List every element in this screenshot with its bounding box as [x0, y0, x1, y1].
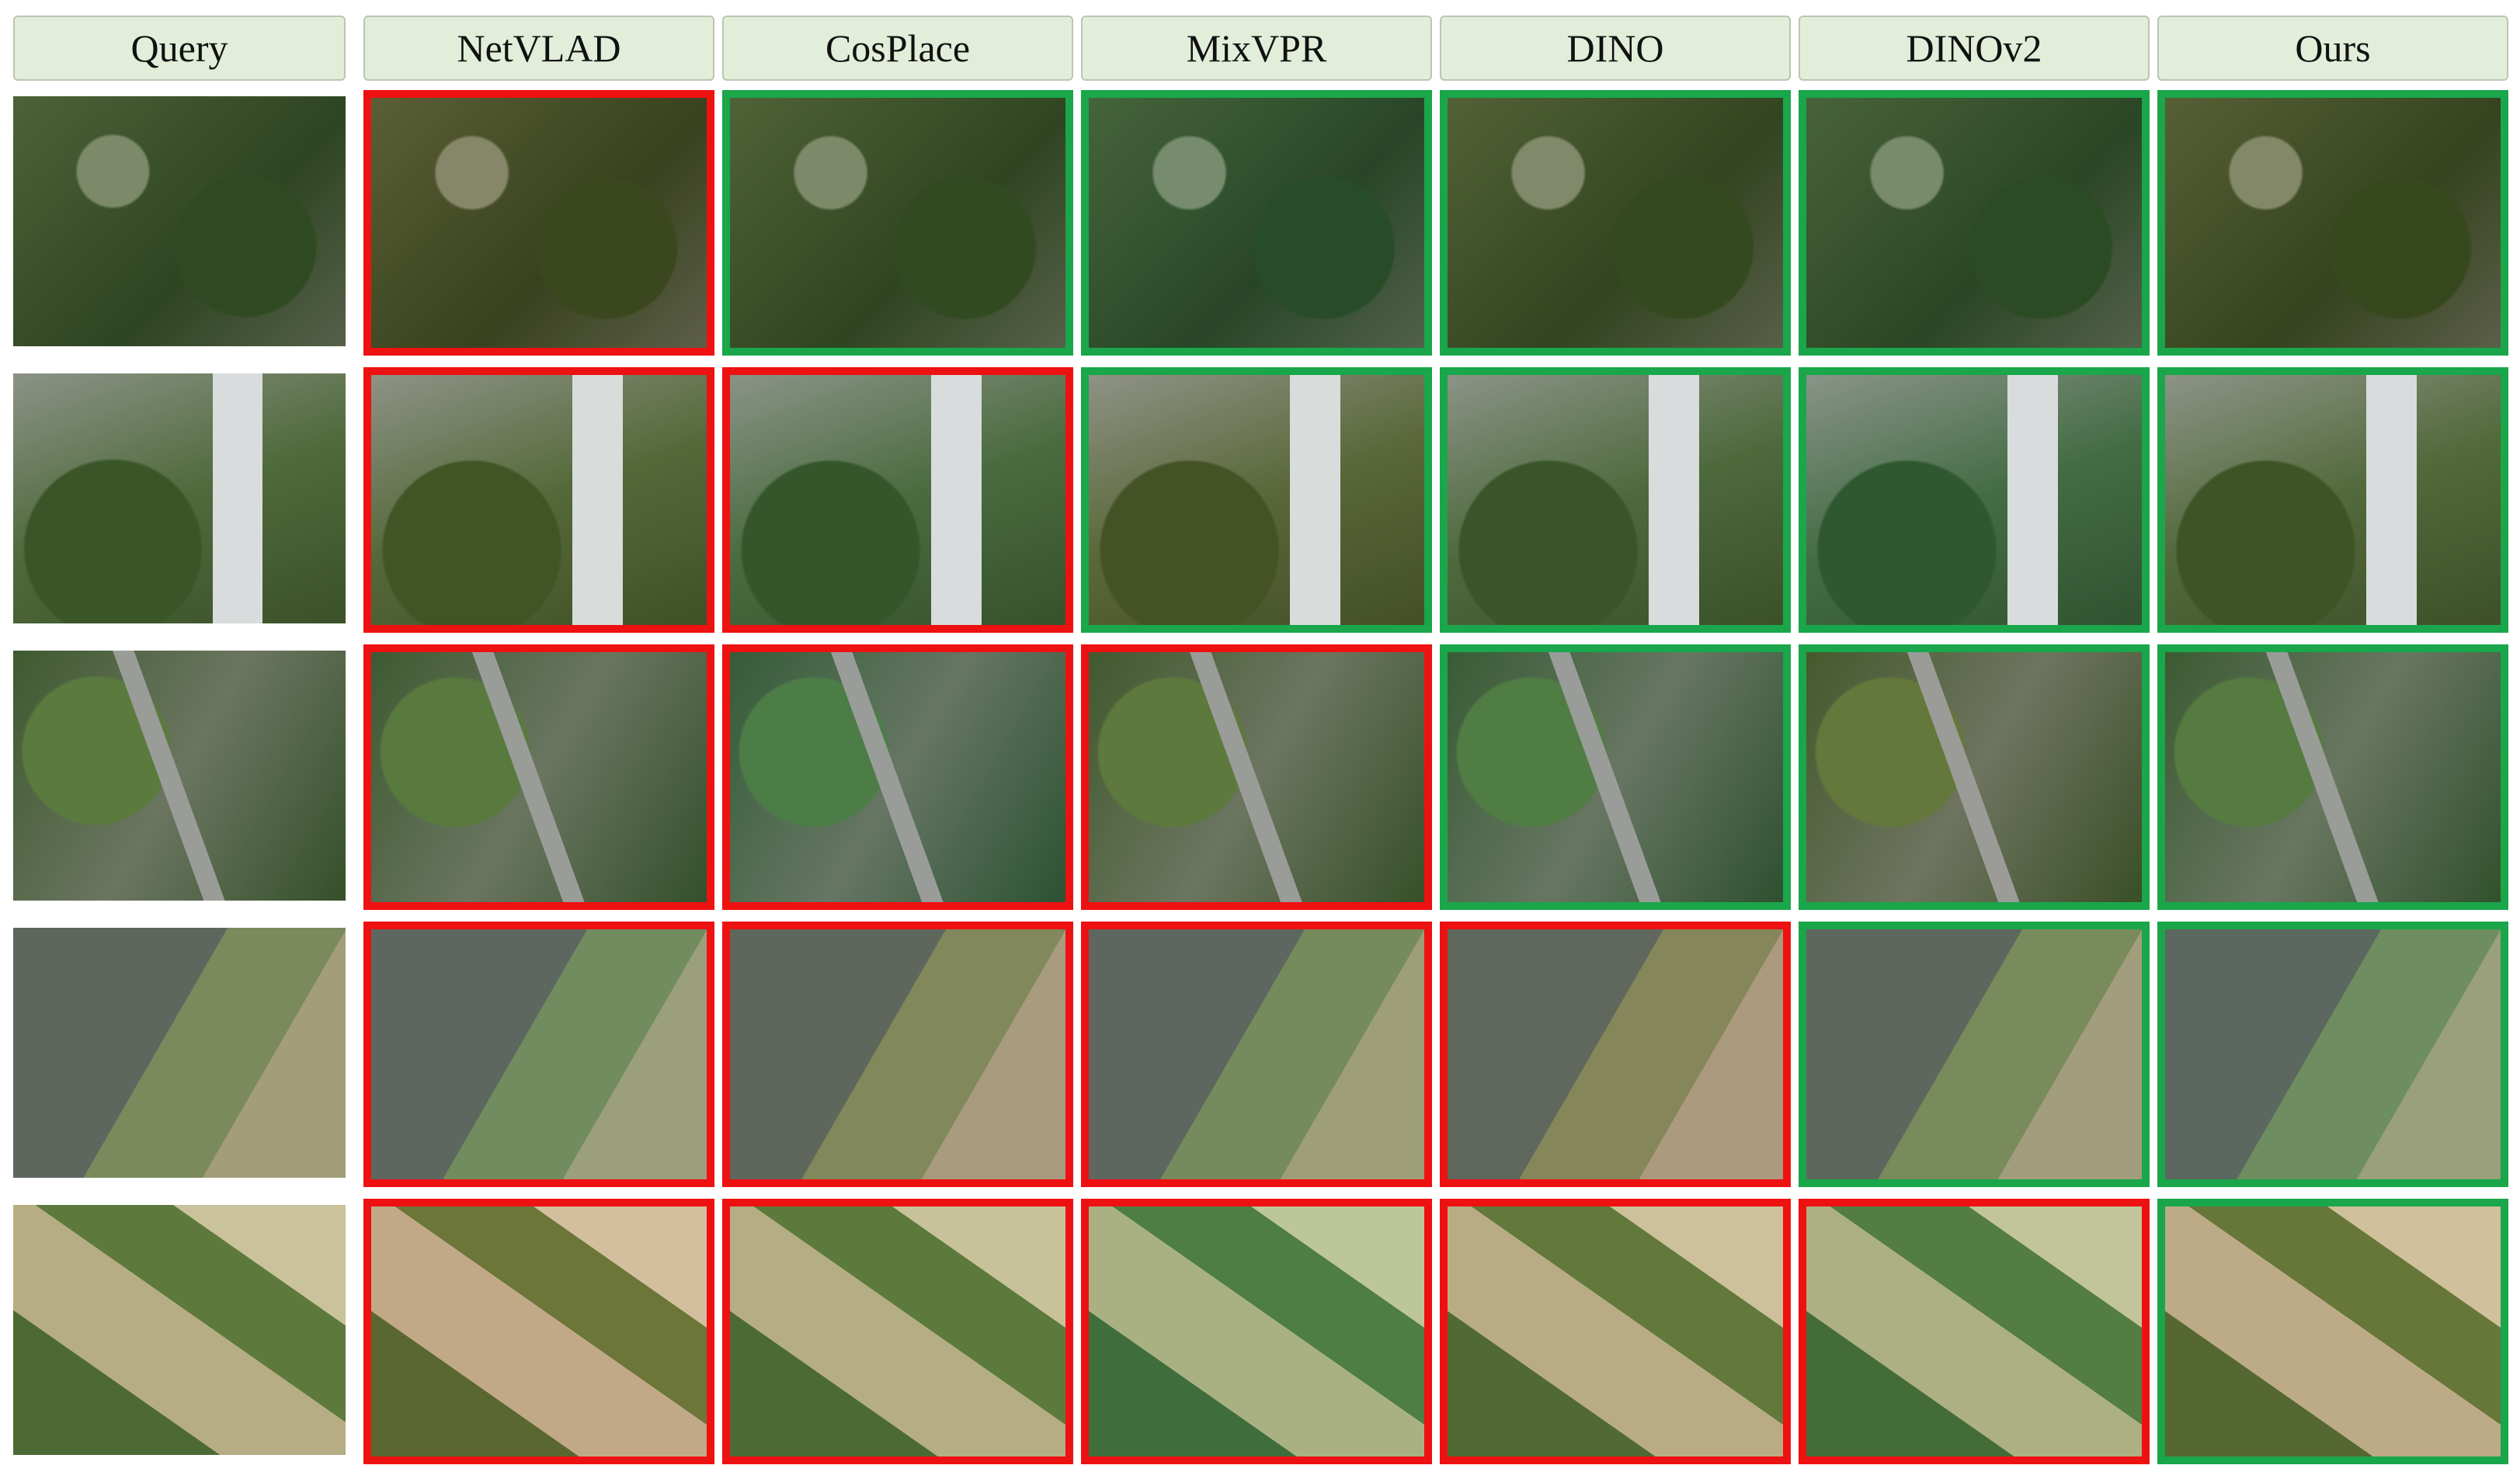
- retrieved-image: [1799, 644, 2150, 910]
- retrieved-image: [363, 90, 714, 356]
- retrieved-image: [1081, 644, 1432, 910]
- aerial-photo: [2165, 652, 2501, 902]
- aerial-photo: [730, 375, 1065, 625]
- aerial-photo: [13, 928, 346, 1178]
- aerial-photo: [1448, 652, 1783, 902]
- retrieved-image: [2157, 644, 2508, 910]
- aerial-photo: [1448, 98, 1783, 348]
- retrieved-image: [2157, 922, 2508, 1187]
- column-header: MixVPR: [1081, 16, 1432, 81]
- aerial-photo: [2165, 375, 2501, 625]
- retrieved-image: [1799, 367, 2150, 633]
- aerial-photo: [1448, 929, 1783, 1179]
- aerial-photo: [1448, 1206, 1783, 1456]
- aerial-photo: [13, 96, 346, 346]
- query-image: [13, 651, 346, 901]
- aerial-photo: [371, 375, 707, 625]
- aerial-photo: [1806, 375, 2142, 625]
- query-image: [13, 96, 346, 346]
- aerial-photo: [1089, 652, 1424, 902]
- retrieved-image: [1799, 1199, 2150, 1464]
- aerial-photo: [1089, 929, 1424, 1179]
- aerial-photo: [730, 1206, 1065, 1456]
- retrieved-image: [2157, 1199, 2508, 1464]
- retrieved-image: [363, 367, 714, 633]
- retrieved-image: [722, 644, 1073, 910]
- aerial-photo: [1089, 375, 1424, 625]
- aerial-photo: [371, 98, 707, 348]
- retrieved-image: [1440, 1199, 1791, 1464]
- retrieved-image: [363, 644, 714, 910]
- aerial-photo: [1806, 1206, 2142, 1456]
- aerial-photo: [13, 373, 346, 623]
- retrieved-image: [1081, 90, 1432, 356]
- aerial-photo: [13, 651, 346, 901]
- aerial-photo: [371, 652, 707, 902]
- aerial-photo: [371, 929, 707, 1179]
- aerial-photo: [1806, 929, 2142, 1179]
- retrieved-image: [363, 1199, 714, 1464]
- aerial-photo: [2165, 98, 2501, 348]
- aerial-photo: [1448, 375, 1783, 625]
- aerial-photo: [1089, 98, 1424, 348]
- column-header: CosPlace: [722, 16, 1073, 81]
- aerial-photo: [2165, 1206, 2501, 1456]
- column-header: NetVLAD: [363, 16, 714, 81]
- query-image: [13, 1205, 346, 1455]
- query-image: [13, 373, 346, 623]
- aerial-photo: [730, 929, 1065, 1179]
- aerial-photo: [371, 1206, 707, 1456]
- retrieved-image: [363, 922, 714, 1187]
- retrieved-image: [722, 90, 1073, 356]
- column-header: DINOv2: [1799, 16, 2150, 81]
- retrieved-image: [2157, 367, 2508, 633]
- retrieved-image: [722, 922, 1073, 1187]
- retrieved-image: [1440, 644, 1791, 910]
- aerial-photo: [2165, 929, 2501, 1179]
- aerial-photo: [730, 652, 1065, 902]
- retrieved-image: [722, 367, 1073, 633]
- retrieved-image: [1440, 922, 1791, 1187]
- retrieved-image: [1440, 90, 1791, 356]
- retrieved-image: [1081, 1199, 1432, 1464]
- retrieved-image: [1799, 922, 2150, 1187]
- aerial-photo: [13, 1205, 346, 1455]
- aerial-photo: [1806, 652, 2142, 902]
- query-image: [13, 928, 346, 1178]
- retrieved-image: [2157, 90, 2508, 356]
- column-header: Query: [13, 16, 346, 81]
- column-header: Ours: [2157, 16, 2508, 81]
- retrieved-image: [1799, 90, 2150, 356]
- retrieved-image: [1081, 922, 1432, 1187]
- column-header: DINO: [1440, 16, 1791, 81]
- retrieved-image: [722, 1199, 1073, 1464]
- retrieved-image: [1440, 367, 1791, 633]
- aerial-photo: [1806, 98, 2142, 348]
- retrieved-image: [1081, 367, 1432, 633]
- aerial-photo: [730, 98, 1065, 348]
- aerial-photo: [1089, 1206, 1424, 1456]
